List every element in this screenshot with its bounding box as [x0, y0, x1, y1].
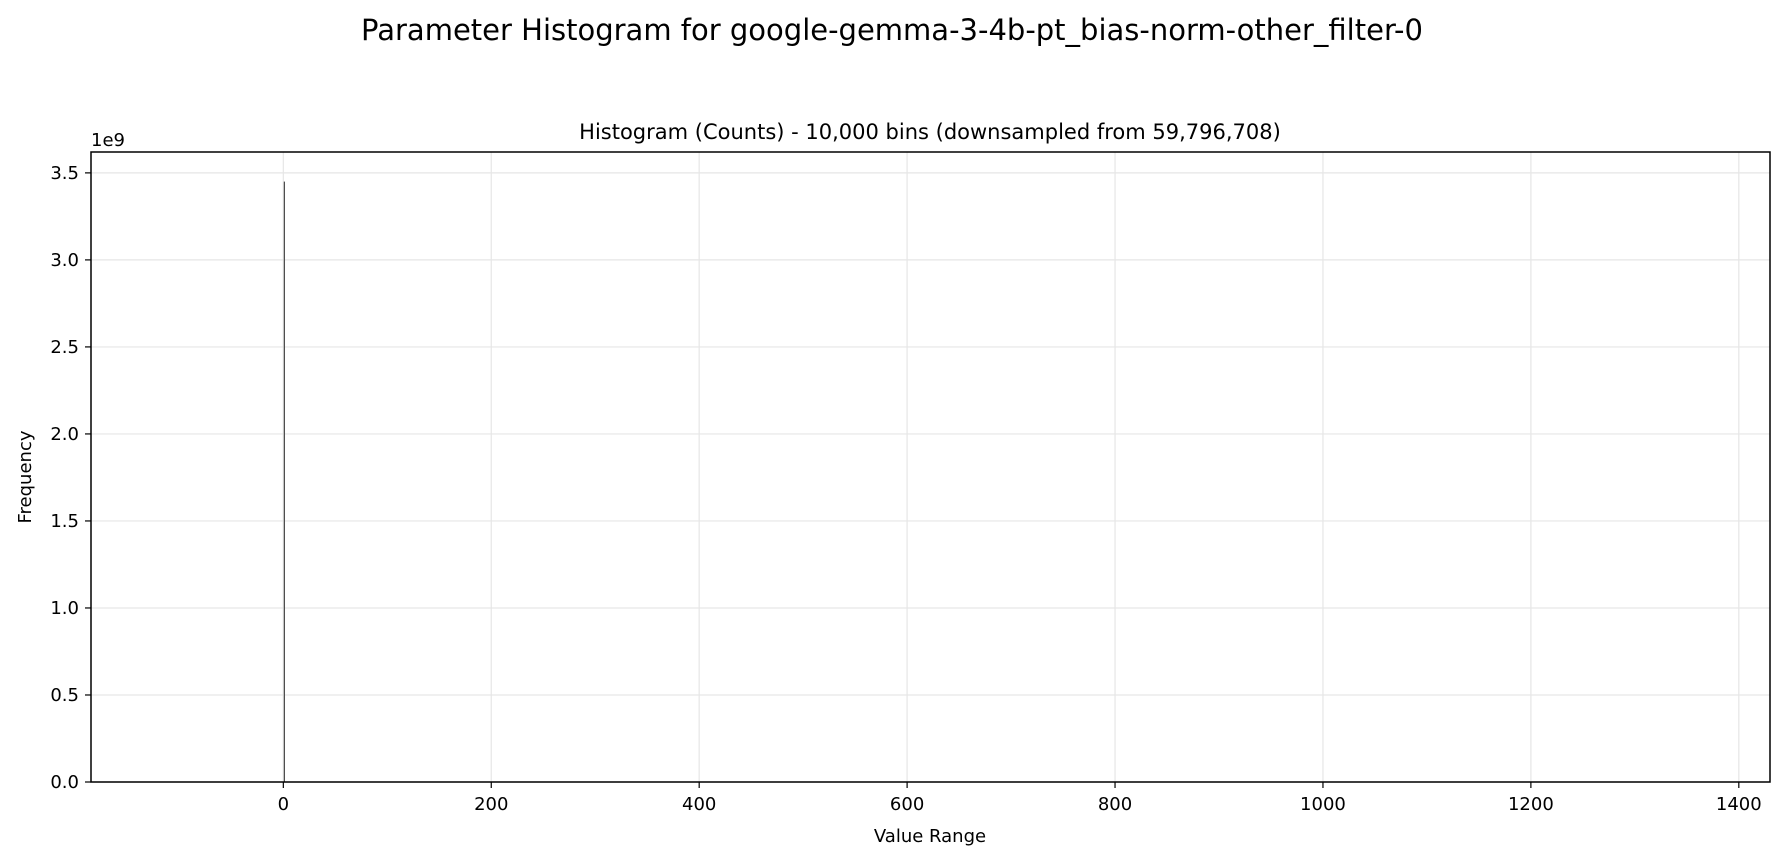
x-tick-label: 400 [682, 794, 716, 815]
y-tick-label: 3.5 [50, 163, 79, 184]
grid-layer [91, 152, 1770, 783]
x-tick-label: 1000 [1300, 794, 1346, 815]
x-axis-label: Value Range [874, 826, 986, 847]
figure-suptitle: Parameter Histogram for google-gemma-3-4… [361, 13, 1423, 47]
y-tick-label: 1.5 [50, 511, 79, 532]
y-tick-label: 2.5 [50, 337, 79, 358]
y-tick-label: 2.0 [50, 424, 79, 445]
chart-title: Histogram (Counts) - 10,000 bins (downsa… [579, 120, 1281, 144]
x-tick-label: 200 [474, 794, 508, 815]
bar-layer [283, 181, 285, 782]
x-tick-label: 0 [278, 794, 289, 815]
histogram-bar [283, 181, 285, 782]
x-tick-label: 600 [890, 794, 924, 815]
x-tick-label: 800 [1098, 794, 1132, 815]
x-tick-label: 1200 [1508, 794, 1554, 815]
y-offset-label: 1e9 [91, 130, 125, 151]
y-tick-label: 0.0 [50, 772, 79, 793]
y-axis-label: Frequency [15, 430, 36, 523]
tick-layer: 0 200 400 600 800 1000 1200 1400 0.0 0.5 1.0 1.5 2.0… [50, 163, 1761, 815]
y-tick-label: 3.0 [50, 250, 79, 271]
y-tick-label: 0.5 [50, 685, 79, 706]
y-tick-label: 1.0 [50, 598, 79, 619]
plot-frame [90, 151, 1771, 783]
x-tick-label: 1400 [1716, 794, 1762, 815]
